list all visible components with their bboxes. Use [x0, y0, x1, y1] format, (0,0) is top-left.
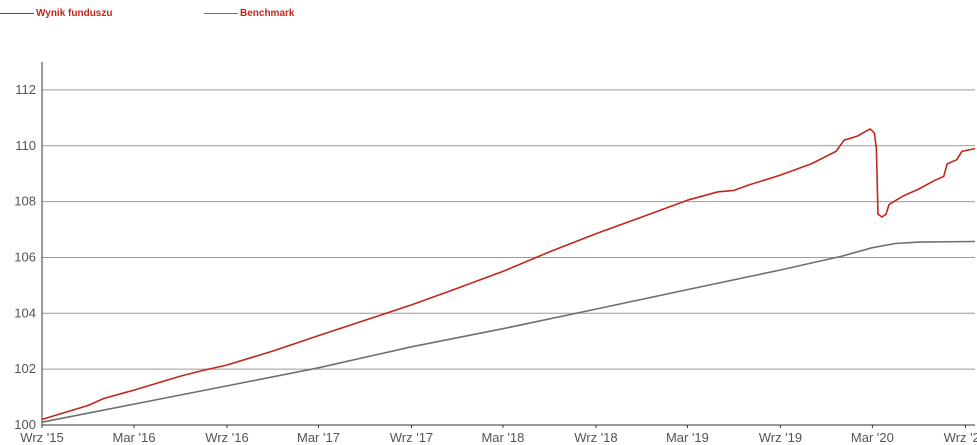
x-tick-label: Mar '17 — [297, 430, 340, 445]
y-tick-label: 110 — [15, 138, 36, 153]
x-tick-label: Mar '20 — [851, 430, 894, 445]
y-tick-label: 102 — [14, 361, 36, 376]
y-tick-label: 108 — [14, 194, 36, 209]
y-tick-label: 104 — [14, 305, 36, 320]
legend-item-fund[interactable]: Wynik funduszu — [0, 8, 112, 19]
x-tick-label: Wrz '18 — [574, 430, 617, 445]
legend-swatch-fund — [0, 13, 34, 14]
chart-legend: Wynik funduszu Benchmark — [0, 8, 977, 28]
x-tick-label: Mar '18 — [481, 430, 524, 445]
legend-swatch-benchmark — [204, 13, 238, 14]
x-tick-label: Mar '16 — [113, 430, 156, 445]
axes — [41, 62, 975, 428]
x-tick-label: Wrz '17 — [390, 430, 433, 445]
series-line-fund — [41, 128, 976, 421]
x-tick-label: Wrz '15 — [20, 430, 63, 445]
grid-lines — [42, 89, 975, 370]
series-lines — [41, 128, 976, 423]
y-tick-label: 106 — [14, 249, 36, 264]
legend-item-benchmark[interactable]: Benchmark — [204, 8, 294, 19]
x-tick-label: Wrz '16 — [205, 430, 248, 445]
series-line-benchmark — [41, 240, 976, 423]
y-tick-label: 112 — [15, 82, 36, 97]
x-tick-label: Wrz '20 — [944, 430, 977, 445]
y-tick-label: 100 — [14, 417, 36, 432]
x-tick-label: Wrz '19 — [759, 430, 802, 445]
x-tick-label: Mar '19 — [666, 430, 709, 445]
legend-label-fund: Wynik funduszu — [36, 8, 113, 19]
legend-label-benchmark: Benchmark — [240, 8, 295, 19]
y-tick-labels: 100 102 104 106 108 110 112 — [14, 82, 36, 432]
x-tick-labels: Wrz '15 Mar '16 Wrz '16 Mar '17 Wrz '17 Mar '… — [20, 430, 977, 445]
